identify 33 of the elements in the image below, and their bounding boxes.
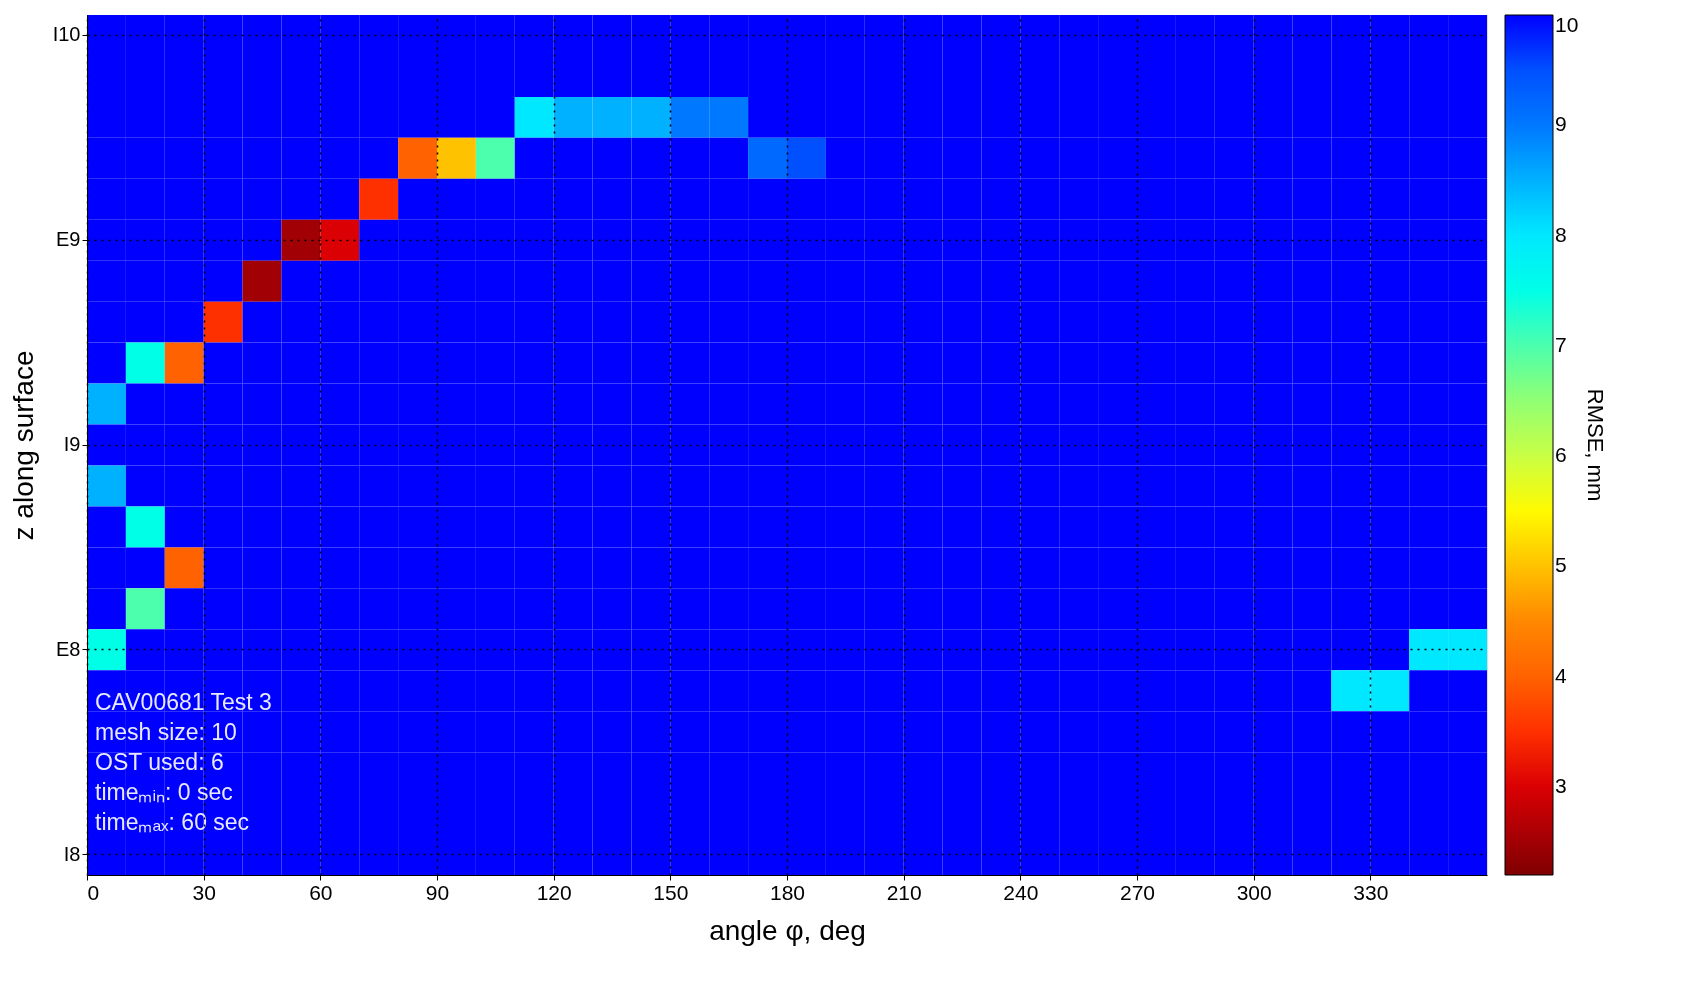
x-tick-label: 30 bbox=[192, 880, 216, 904]
y-tick-label: I9 bbox=[63, 433, 81, 455]
annotation: timeₘᵢₙ: 0 sec bbox=[95, 779, 233, 805]
x-tick-label: 150 bbox=[653, 880, 689, 904]
y-tick-label: I8 bbox=[63, 842, 81, 865]
annotation: timeₘₐₓ: 60 sec bbox=[95, 809, 250, 835]
y-tick-label: E9 bbox=[56, 228, 81, 251]
y-tick-label: E8 bbox=[56, 637, 81, 660]
color-bar-label: 4 bbox=[1555, 663, 1567, 687]
color-bar-label: 10 bbox=[1555, 13, 1579, 36]
x-tick-label: 210 bbox=[886, 880, 922, 904]
x-tick-label: 330 bbox=[1353, 880, 1389, 904]
x-tick-label: 90 bbox=[425, 880, 450, 904]
x-tick-label: 120 bbox=[536, 880, 572, 904]
x-axis-title: angle φ, deg bbox=[709, 914, 866, 946]
color-bar-label: 9 bbox=[1555, 112, 1567, 136]
color-bar-label: 5 bbox=[1555, 553, 1567, 577]
x-tick-label: 60 bbox=[309, 880, 333, 904]
color-bar-label: 7 bbox=[1555, 332, 1567, 356]
x-tick-label: 180 bbox=[769, 880, 806, 904]
color-bar-label: 3 bbox=[1555, 773, 1567, 797]
y-axis-title: z along surface bbox=[7, 350, 39, 541]
color-bar-label: 6 bbox=[1555, 443, 1567, 467]
x-tick-label: 270 bbox=[1119, 880, 1156, 904]
x-tick-label: 300 bbox=[1236, 880, 1272, 904]
color-bar-title: RMSE, mm bbox=[1583, 388, 1608, 502]
color-bar-label: 8 bbox=[1555, 222, 1567, 246]
annotation: OST used: 6 bbox=[95, 749, 224, 775]
x-tick-label: 0 bbox=[87, 880, 100, 904]
annotation: CAV00681 Test 3 bbox=[95, 689, 272, 715]
x-tick-label: 240 bbox=[1003, 880, 1039, 904]
annotation: mesh size: 10 bbox=[95, 719, 237, 745]
y-tick-label: I10 bbox=[52, 23, 81, 46]
